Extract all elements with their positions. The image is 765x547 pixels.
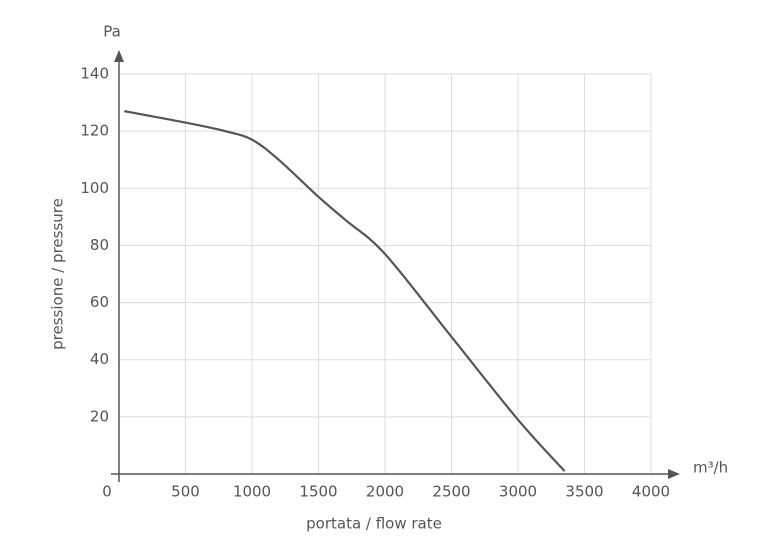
y-axis-arrow <box>114 50 124 62</box>
x-tick-label: 2500 <box>432 483 470 501</box>
x-axis-label: portata / flow rate <box>306 515 442 533</box>
y-unit: Pa <box>103 23 121 41</box>
x-tick-label: 3000 <box>499 483 537 501</box>
x-tick-label: 1000 <box>233 483 271 501</box>
curve <box>124 110 566 472</box>
y-axis-label: pressione / pressure <box>49 198 67 350</box>
y-tick-label: 140 <box>80 65 109 83</box>
y-tick-label: 20 <box>90 407 109 425</box>
x-tick-label: 500 <box>171 483 200 501</box>
y-tick-label: 100 <box>80 179 109 197</box>
y-tick-label: 60 <box>90 293 109 311</box>
x-tick-label: 1500 <box>299 483 337 501</box>
x-tick-label: 4000 <box>632 483 670 501</box>
y-tick-label: 120 <box>80 122 109 140</box>
x-axis-arrow <box>668 469 680 479</box>
x-tick-label: 2000 <box>366 483 404 501</box>
x-unit: m³/h <box>693 459 728 477</box>
x-tick-label: 3500 <box>565 483 603 501</box>
x-tick-label: 0 <box>102 483 112 501</box>
y-tick-label: 40 <box>90 350 109 368</box>
y-tick-label: 80 <box>90 236 109 254</box>
